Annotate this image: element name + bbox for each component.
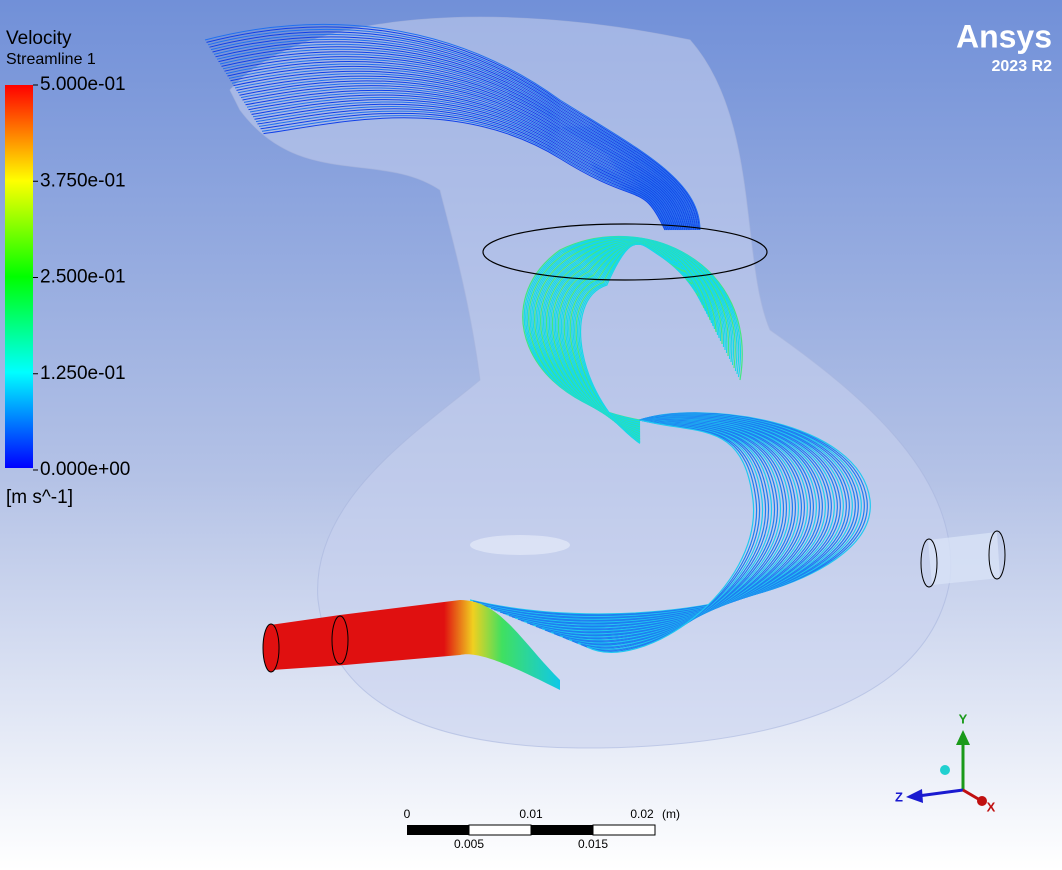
streamline [230,65,686,231]
highlight [470,535,570,555]
triad-ball [940,765,950,775]
outlet-ring [920,538,938,588]
streamline [260,112,668,231]
streamline [551,241,711,433]
streamline [254,103,671,231]
streamline [242,85,678,231]
streamline [249,96,674,231]
streamline [586,419,755,653]
color-tick-label: 1.250e-01 [40,363,126,384]
streamline [221,51,691,231]
scale-segment [407,825,469,835]
scale-label: 0.01 [519,807,543,821]
streamline [580,419,761,651]
streamline [240,82,679,231]
streamlines [204,23,871,653]
streamline [222,53,690,231]
streamline [556,242,707,435]
streamline [246,92,676,231]
arrow-x [977,796,987,806]
arrow-y [956,730,970,745]
axis-z [917,788,964,798]
streamline [228,63,687,231]
color-tick-label: 0.000e+00 [40,459,130,480]
scale-segment [531,825,593,835]
streamline [225,58,688,231]
inlet-stream [270,600,560,690]
streamline [257,108,669,231]
streamline [231,68,685,231]
scale-label: 0.015 [578,837,608,851]
color-bar [5,85,33,468]
inlet-ring [331,615,349,665]
streamline [224,56,689,231]
outlet-pipe [928,532,1000,585]
label-y: Y [959,711,968,726]
streamline [204,23,701,231]
streamline [233,70,684,231]
streamline [553,241,710,434]
streamline [212,36,696,231]
streamline [207,28,699,231]
scale-labels: 0 0.01 0.02 0.005 0.015 [404,807,654,851]
scale-segment [592,824,656,836]
scale-unit: (m) [662,807,680,821]
legend-subtitle: Streamline 1 [6,51,96,68]
streamline [239,80,680,231]
streamline [580,243,682,444]
section-ring [482,223,768,281]
streamline [245,89,677,231]
streamline [216,43,694,231]
streamline [210,33,697,231]
streamline [255,106,670,231]
label-z: Z [895,789,903,804]
streamline [237,77,681,231]
scale-label: 0.005 [454,837,484,851]
streamline [550,241,713,432]
streamline [234,73,683,231]
color-ticks: 5.000e-01 3.750e-01 2.500e-01 1.250e-01 0.00… [33,74,130,480]
streamline [218,46,693,231]
arrow-z [906,789,923,803]
streamline [258,110,669,231]
axis-x [962,788,981,802]
outlet-face [988,530,1006,580]
color-tick-label: 5.000e-01 [40,74,126,95]
streamline [248,94,675,231]
label-x: X [987,799,996,814]
scale-label: 0 [404,807,411,821]
streamline [215,41,695,231]
streamline [206,26,700,231]
streamline [263,117,666,231]
legend-unit: [m s^-1] [6,487,73,508]
color-tick-label: 3.750e-01 [40,170,126,191]
streamline [583,419,758,652]
streamline [219,48,692,231]
streamline [243,87,678,231]
color-tick-label: 2.500e-01 [40,267,126,288]
streamline [227,61,687,231]
streamline [209,31,698,231]
scale-label: 0.02 [630,807,654,821]
streamline [236,75,682,231]
legend-title: Velocity [6,28,72,49]
logo-brand: Ansys [956,18,1052,54]
streamline [213,38,696,231]
streamline [252,101,672,231]
inlet-face [262,623,280,673]
streamline [251,99,673,231]
logo-version: 2023 R2 [992,58,1053,75]
streamline [261,115,667,231]
scale-segment [468,824,532,836]
